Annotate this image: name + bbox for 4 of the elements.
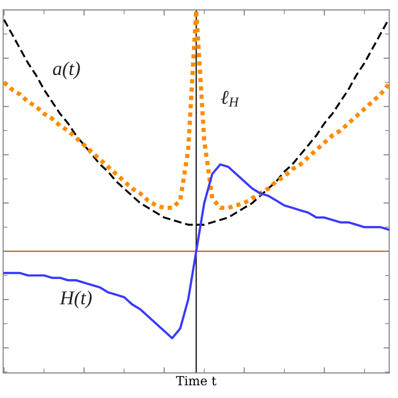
series-label: a(t) (53, 61, 80, 80)
series-label: ℓ$_{H}$ (220, 90, 240, 107)
series-label: H(t) (60, 290, 92, 308)
x-axis-title: Time t (176, 376, 216, 386)
